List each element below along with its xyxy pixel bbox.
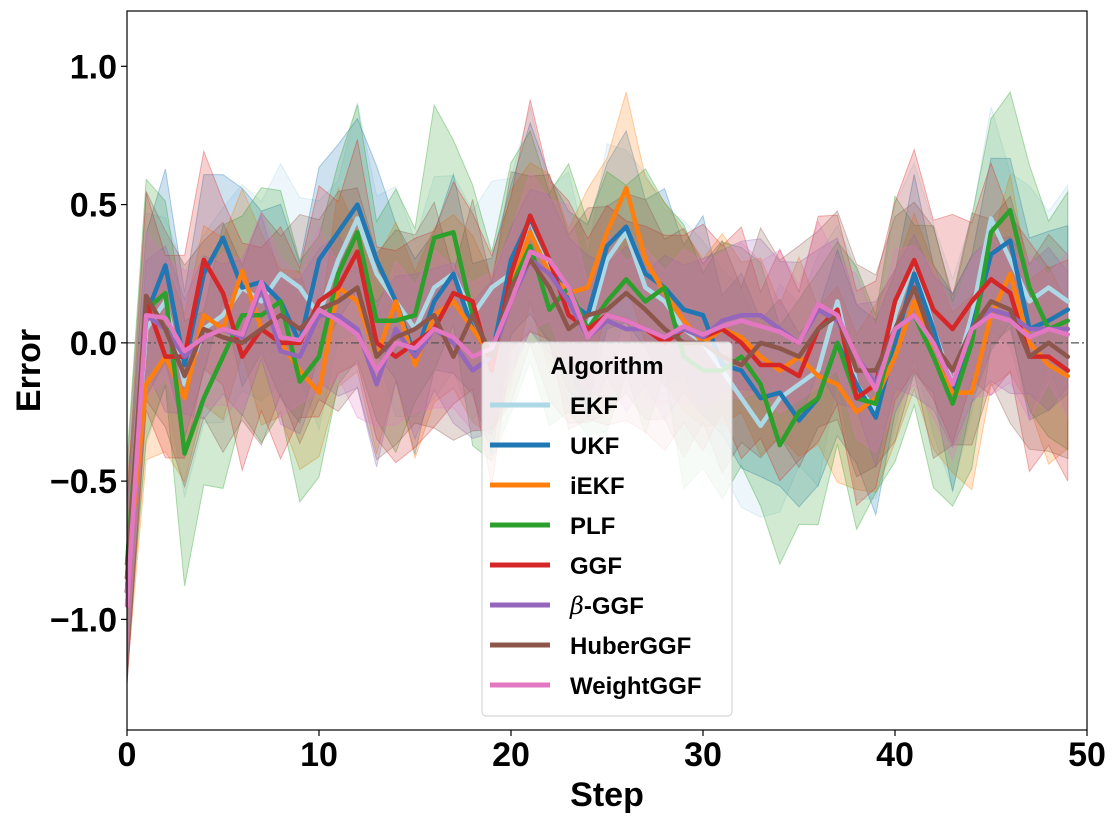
- y-tick-label: 0.5: [70, 187, 117, 225]
- x-tick-label: 10: [300, 736, 338, 774]
- x-tick-label: 50: [1068, 736, 1106, 774]
- x-axis-label: Step: [570, 776, 644, 814]
- x-tick-label: 30: [684, 736, 722, 774]
- band-weightggf: [126, 170, 1069, 658]
- legend-label-ggf: β-GGF: [569, 592, 644, 620]
- x-tick-label: 0: [118, 736, 137, 774]
- series-line-huberggf: [124, 257, 1071, 581]
- series-line-iekf: [124, 185, 1071, 581]
- y-axis: 1.0 0.5 0.0 −0.5 −1.0: [50, 48, 127, 639]
- x-tick-label: 20: [492, 736, 530, 774]
- series-line-ggf: [124, 213, 1071, 594]
- legend-label-huberggf: HuberGGF: [570, 633, 691, 660]
- y-tick-label: −0.5: [50, 463, 117, 501]
- legend-label-weightggf: WeightGGF: [570, 673, 702, 700]
- plot-frame: [126, 10, 1088, 731]
- legend-label-ukf: UKF: [570, 433, 619, 460]
- legend-label-ekf: EKF: [570, 393, 618, 420]
- legend-label-ggf: GGF: [570, 553, 622, 580]
- legend-label-plf: PLF: [570, 513, 615, 540]
- legend-label-iekf: iEKF: [570, 473, 625, 500]
- series-line-weightggf: [124, 249, 1071, 608]
- y-tick-label: 1.0: [70, 48, 117, 86]
- legend: Algorithm EKF UKF iEKF PLF GGF β-GGF HuberGGF W…: [481, 341, 733, 717]
- y-tick-label: −1.0: [50, 601, 117, 639]
- legend-box: [481, 341, 733, 717]
- y-axis-label: Error: [10, 329, 48, 412]
- legend-title: Algorithm: [550, 353, 663, 380]
- series-lines: [124, 185, 1071, 608]
- y-tick-label: 0.0: [70, 325, 117, 363]
- x-axis: 0 10 20 30 40 50: [118, 730, 1106, 774]
- x-tick-label: 40: [876, 736, 914, 774]
